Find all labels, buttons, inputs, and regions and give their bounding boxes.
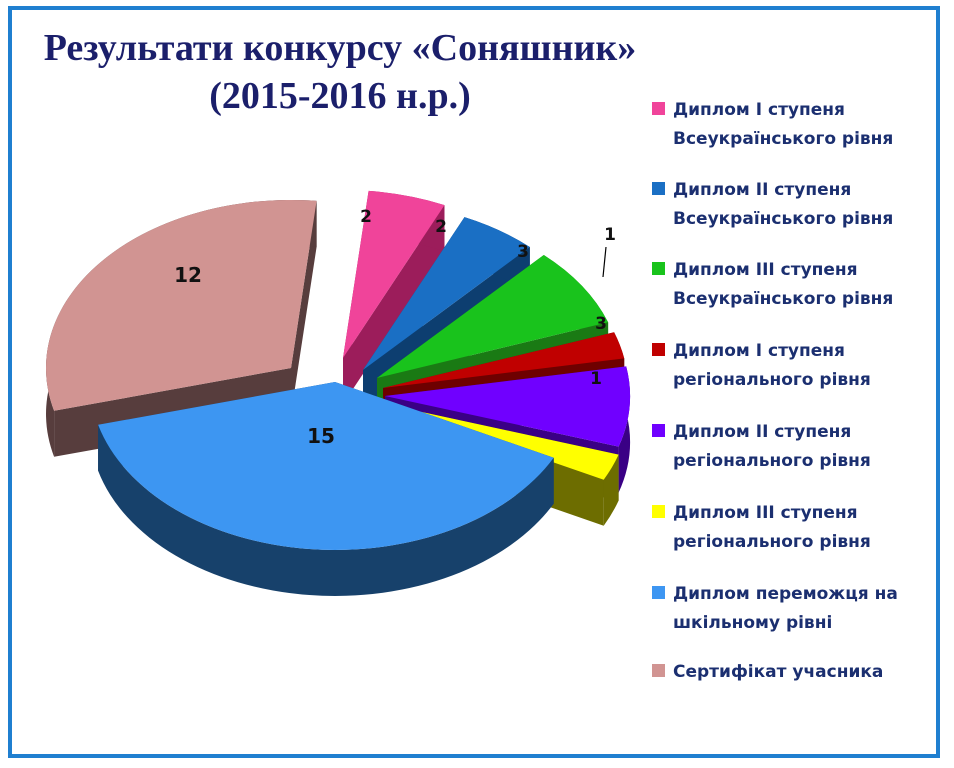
legend-label-7-line-1: Диплом переможця на: [673, 584, 898, 604]
pie-slice-8-top: [46, 199, 317, 411]
legend-swatch-1: [652, 102, 665, 115]
pie-slice-7-rim: [98, 424, 554, 596]
data-label-6: 1: [590, 369, 602, 389]
legend-label-8-line-1: Сертифікат учасника: [673, 662, 884, 682]
chart-title-line-2: (2015-2016 н.р.): [209, 75, 471, 117]
legend-swatch-7: [652, 586, 665, 599]
pie-slice-1: [343, 190, 445, 404]
chart-title: Результати конкурсу «Соняшник» (2015-201…: [20, 24, 660, 120]
legend-label-3-line-2: Всеукраїнського рівня: [673, 289, 894, 309]
pie-slice-1-top: [343, 190, 445, 358]
chart-title-line-1: Результати конкурсу «Соняшник»: [43, 27, 637, 69]
legend-label-1: Диплом І ступеня Всеукраїнського рівня: [673, 96, 933, 154]
legend-swatch-2: [652, 182, 665, 195]
legend-label-6-line-1: Диплом ІІІ ступеня: [673, 503, 858, 523]
legend-label-4: Диплом І ступеня регіонального рівня: [673, 337, 933, 395]
legend-label-7: Диплом переможця на шкільному рівні: [673, 580, 933, 638]
legend-label-6: Диплом ІІІ ступеня регіонального рівня: [673, 499, 933, 557]
data-label-4-leader-line: [602, 246, 607, 278]
legend-swatch-5: [652, 424, 665, 437]
data-label-4: 1: [604, 225, 616, 245]
legend-label-5: Диплом ІІ ступеня регіонального рівня: [673, 418, 933, 476]
legend-label-1-line-2: Всеукраїнського рівня: [673, 129, 894, 149]
legend-label-5-line-2: регіонального рівня: [673, 451, 871, 471]
legend-label-7-line-2: шкільному рівні: [673, 613, 833, 633]
pie-slice-2-top: [363, 217, 530, 370]
pie-data-labels: 2 2 3 1 3 1 15 12: [174, 207, 616, 448]
pie-slice-7: [98, 382, 554, 596]
pie-slice-3-top: [377, 255, 609, 378]
legend-label-2: Диплом ІІ ступеня Всеукраїнського рівня: [673, 176, 933, 234]
data-label-3: 3: [517, 242, 529, 262]
legend-label-6-line-2: регіонального рівня: [673, 532, 871, 552]
legend-label-2-line-2: Всеукраїнського рівня: [673, 209, 894, 229]
legend-swatch-8: [652, 664, 665, 677]
legend-swatch-3: [652, 262, 665, 275]
legend-label-1-line-1: Диплом І ступеня: [673, 100, 845, 120]
legend-label-8: Сертифікат учасника: [673, 658, 933, 687]
legend-label-5-line-1: Диплом ІІ ступеня: [673, 422, 852, 442]
data-label-5: 3: [595, 314, 607, 334]
data-label-2: 2: [435, 217, 447, 237]
legend-swatch-4: [652, 343, 665, 356]
legend-label-4-line-1: Диплом І ступеня: [673, 341, 845, 361]
data-label-1: 2: [360, 207, 372, 227]
legend-swatch-6: [652, 505, 665, 518]
legend-label-4-line-2: регіонального рівня: [673, 370, 871, 390]
legend-label-2-line-1: Диплом ІІ ступеня: [673, 180, 852, 200]
pie-slice-8-wall-2: [291, 200, 317, 414]
pie-slice-4-top: [383, 332, 625, 388]
data-label-7: 15: [307, 424, 335, 448]
legend-label-3: Диплом ІІІ ступеня Всеукраїнського рівня: [673, 256, 933, 314]
pie-slice-1-wall-2: [343, 205, 445, 404]
pie-slice-7-top: [98, 382, 554, 550]
pie-slices: [46, 190, 631, 596]
pie-slice-5-top: [385, 366, 631, 447]
data-label-8: 12: [174, 263, 202, 287]
pie-slice-6-rim: [603, 454, 619, 526]
legend-label-3-line-1: Диплом ІІІ ступеня: [673, 260, 858, 280]
